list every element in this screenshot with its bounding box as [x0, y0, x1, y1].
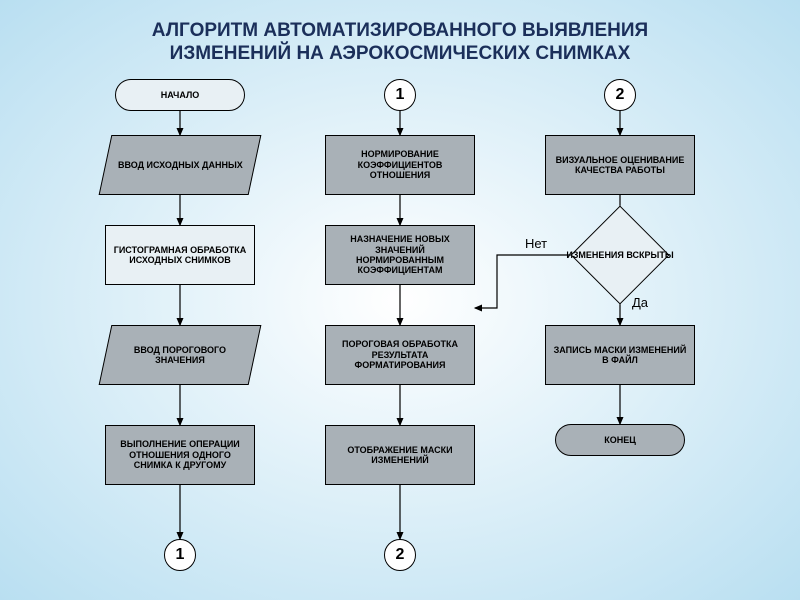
- node-label-n_input: ВВОД ИСХОДНЫХ ДАННЫХ: [118, 160, 243, 170]
- node-conn2b: 2: [384, 539, 416, 571]
- node-label-d_check: ИЗМЕНЕНИЯ ВСКРЫТЫ: [560, 250, 680, 260]
- node-n_save: ЗАПИСЬ МАСКИ ИЗМЕНЕНИЙ В ФАЙЛ: [545, 325, 695, 385]
- node-n_hist: ГИСТОГРАМНАЯ ОБРАБОТКА ИСХОДНЫХ СНИМКОВ: [105, 225, 255, 285]
- node-n_assign: НАЗНАЧЕНИЕ НОВЫХ ЗНАЧЕНИЙ НОРМИРОВАННЫМ …: [325, 225, 475, 285]
- node-n_input: ВВОД ИСХОДНЫХ ДАННЫХ: [99, 135, 262, 195]
- title-line-1: АЛГОРИТМ АВТОМАТИЗИРОВАННОГО ВЫЯВЛЕНИЯ: [0, 20, 800, 43]
- node-start: НАЧАЛО: [115, 79, 245, 111]
- title-line-2: ИЗМЕНЕНИЙ НА АЭРОКОСМИЧЕСКИХ СНИМКАХ: [0, 43, 800, 66]
- node-n_thrin: ВВОД ПОРОГОВОГО ЗНАЧЕНИЯ: [99, 325, 262, 385]
- flowchart-canvas: АЛГОРИТМ АВТОМАТИЗИРОВАННОГО ВЫЯВЛЕНИЯ И…: [0, 0, 800, 600]
- node-conn1a: 1: [384, 79, 416, 111]
- node-n_thrpro: ПОРОГОВАЯ ОБРАБОТКА РЕЗУЛЬТАТА ФОРМАТИРО…: [325, 325, 475, 385]
- node-end: КОНЕЦ: [555, 424, 685, 456]
- node-n_exec: ВЫПОЛНЕНИЕ ОПЕРАЦИИ ОТНОШЕНИЯ ОДНОГО СНИ…: [105, 425, 255, 485]
- edge-label-no: Нет: [525, 236, 547, 251]
- edge-label-yes: Да: [632, 295, 648, 310]
- node-conn1b: 1: [164, 539, 196, 571]
- node-n_norm: НОРМИРОВАНИЕ КОЭФФИЦИЕНТОВ ОТНОШЕНИЯ: [325, 135, 475, 195]
- node-conn2a: 2: [604, 79, 636, 111]
- node-label-n_thrin: ВВОД ПОРОГОВОГО ЗНАЧЕНИЯ: [112, 345, 248, 366]
- node-n_visual: ВИЗУАЛЬНОЕ ОЦЕНИВАНИЕ КАЧЕСТВА РАБОТЫ: [545, 135, 695, 195]
- node-n_show: ОТОБРАЖЕНИЕ МАСКИ ИЗМЕНЕНИЙ: [325, 425, 475, 485]
- node-d_check: ИЗМЕНЕНИЯ ВСКРЫТЫ: [571, 206, 670, 305]
- page-title: АЛГОРИТМ АВТОМАТИЗИРОВАННОГО ВЫЯВЛЕНИЯ И…: [0, 20, 800, 66]
